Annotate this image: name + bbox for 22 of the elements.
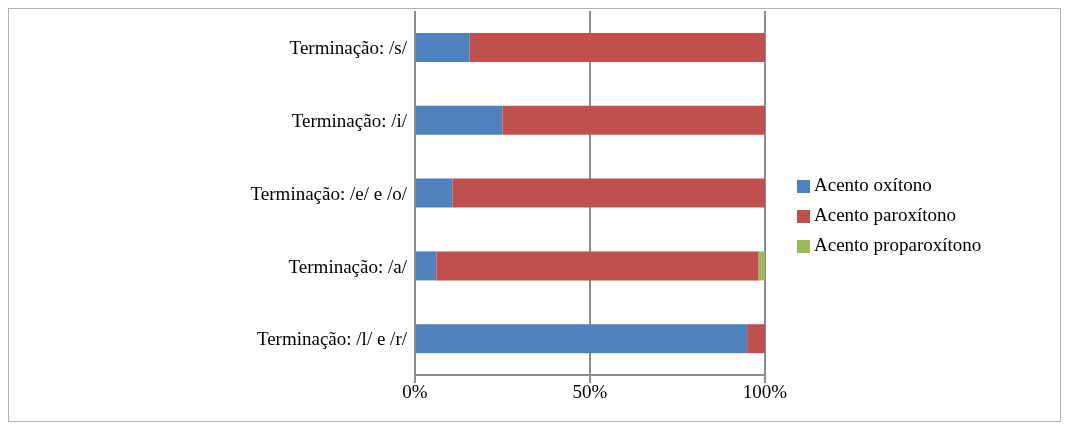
bar	[415, 324, 748, 354]
bar	[452, 178, 765, 208]
bar	[502, 105, 765, 135]
legend-label: Acento proparoxítono	[814, 234, 982, 255]
bar	[415, 33, 470, 62]
bar	[747, 324, 765, 354]
bar	[758, 251, 765, 281]
bar	[469, 33, 765, 62]
legend-label: Acento paroxítono	[814, 204, 956, 225]
y-tick-label: Terminação: /s/	[289, 37, 408, 59]
x-tick-label: 50%	[572, 381, 608, 403]
x-tick-label: 0%	[402, 381, 428, 403]
x-tick-label: 100%	[742, 381, 788, 403]
bar	[436, 251, 759, 281]
legend-label: Acento oxítono	[814, 174, 932, 195]
bar	[415, 178, 453, 208]
y-tick-label: Terminação: /a/	[288, 255, 408, 277]
y-tick-label: Terminação: /l/ e /r/	[256, 328, 408, 350]
bar	[415, 251, 437, 281]
y-tick-label: Terminação: /e/ e /o/	[250, 182, 408, 204]
bar	[415, 105, 503, 135]
y-tick-label: Terminação: /i/	[291, 109, 408, 131]
